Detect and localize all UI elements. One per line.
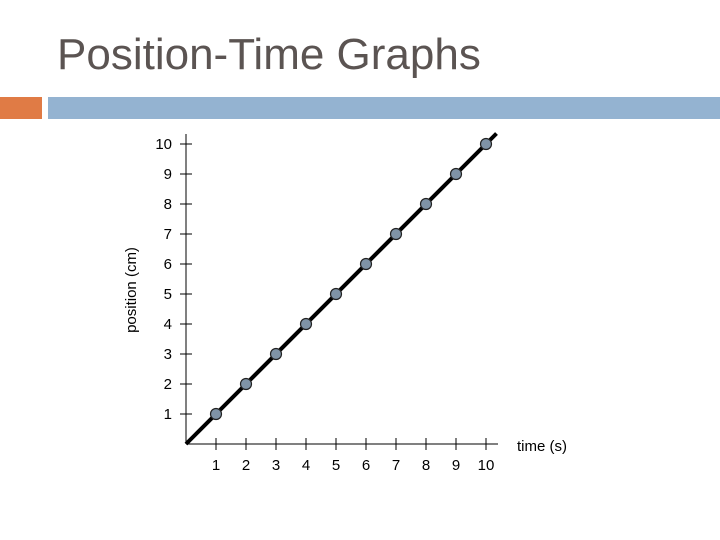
chart-ticks: 1 2 3 4 5 6 7 8 9 10 1 2 3 4 5 6 7 8 9 10: [155, 136, 494, 474]
y-tick-label: 5: [164, 286, 172, 303]
chart-trend: [184, 132, 498, 446]
chart-points: [209, 137, 493, 421]
x-tick-label: 8: [422, 457, 430, 474]
data-point: [419, 197, 433, 211]
data-point: [449, 167, 463, 181]
data-point: [209, 407, 223, 421]
x-tick-label: 6: [362, 457, 370, 474]
accent-bar-orange: [0, 97, 42, 119]
trend-line: [184, 132, 498, 446]
x-tick-label: 5: [332, 457, 340, 474]
y-tick-label: 1: [164, 406, 172, 423]
y-tick-label: 9: [164, 166, 172, 183]
y-axis-title: position (cm): [123, 247, 140, 333]
data-point: [479, 137, 493, 151]
data-point: [359, 257, 373, 271]
x-tick-label: 2: [242, 457, 250, 474]
data-point: [239, 377, 253, 391]
x-axis-title: time (s): [517, 438, 567, 455]
y-tick-label: 8: [164, 196, 172, 213]
accent-bar-blue: [48, 97, 720, 119]
x-tick-label: 1: [212, 457, 220, 474]
x-tick-label: 10: [478, 457, 495, 474]
chart-axes: [185, 134, 498, 445]
data-point: [329, 287, 343, 301]
data-point: [269, 347, 283, 361]
y-tick-label: 2: [164, 376, 172, 393]
y-tick-label: 3: [164, 346, 172, 363]
y-tick-label: 4: [164, 316, 172, 333]
data-point: [299, 317, 313, 331]
x-tick-label: 3: [272, 457, 280, 474]
y-tick-label: 10: [155, 136, 172, 153]
page-title: Position-Time Graphs: [57, 30, 481, 79]
data-point: [389, 227, 403, 241]
y-tick-label: 7: [164, 226, 172, 243]
x-tick-label: 4: [302, 457, 310, 474]
x-tick-label: 7: [392, 457, 400, 474]
y-tick-label: 6: [164, 256, 172, 273]
x-tick-label: 9: [452, 457, 460, 474]
